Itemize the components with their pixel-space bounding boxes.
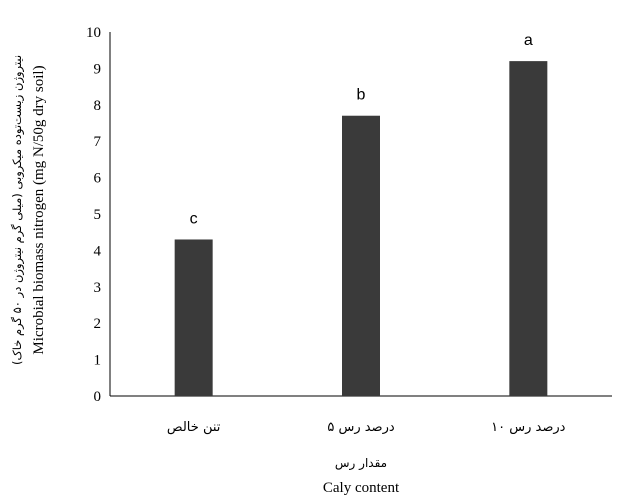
bar <box>342 115 380 396</box>
y-tick-label: 5 <box>94 207 102 223</box>
y-tick-labels: 0 1 2 3 4 5 6 7 8 9 10 <box>86 25 102 405</box>
bar <box>509 61 548 397</box>
y-axis-title-group: نیتروژن زیست‌توده میکروبی (میلی گرم نیتر… <box>10 55 47 365</box>
significance-label: b <box>357 87 366 104</box>
category-labels: تنن خالص ۵ درصد رس ۱۰ درصد رس <box>167 420 566 435</box>
y-tick-label: 8 <box>94 98 102 114</box>
y-tick-label: 1 <box>94 353 102 369</box>
category-label: ۵ درصد رس <box>327 420 395 435</box>
y-axis-title: Microbial biomass nitrogen (mg N/50g dry… <box>31 65 47 354</box>
bars <box>174 61 548 397</box>
y-tick-label: 6 <box>94 171 102 187</box>
significance-label: c <box>190 210 198 227</box>
category-label: ۱۰ درصد رس <box>491 420 566 435</box>
y-axis-title-fa: نیتروژن زیست‌توده میکروبی (میلی گرم نیتر… <box>10 55 25 365</box>
y-tick-label: 3 <box>94 280 102 296</box>
y-tick-label: 10 <box>86 25 101 41</box>
significance-labels: c b a <box>190 32 533 227</box>
y-tick-label: 4 <box>94 243 102 259</box>
significance-label: a <box>524 32 533 49</box>
category-label: تنن خالص <box>167 420 221 435</box>
bar <box>174 239 213 396</box>
y-tick-label: 2 <box>94 316 102 332</box>
y-tick-label: 0 <box>94 389 102 405</box>
y-tick-label: 9 <box>94 61 102 77</box>
x-axis-title-fa: مقدار رس <box>335 456 387 471</box>
plot-area: 0 1 2 3 4 5 6 7 8 9 10 c b a تنن خالص ۵ درصد رس ۱۰ درص… <box>86 25 612 435</box>
y-tick-label: 7 <box>94 134 102 150</box>
x-axis-title: Caly content <box>323 480 400 496</box>
